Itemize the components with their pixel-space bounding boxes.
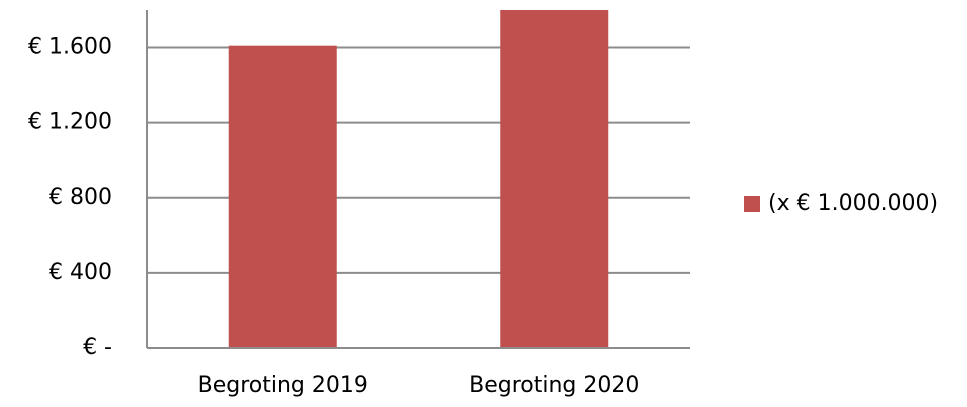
- y-tick-label: € 400: [49, 260, 112, 285]
- y-tick-label: € -: [83, 335, 112, 360]
- x-tick-label: Begroting 2019: [198, 373, 368, 398]
- x-tick-label: Begroting 2020: [469, 373, 639, 398]
- y-tick-label: € 800: [49, 185, 112, 210]
- bar: [228, 45, 337, 349]
- legend-label: (x € 1.000.000): [768, 191, 938, 216]
- y-tick-label: € 1.200: [28, 110, 112, 135]
- bar: [500, 10, 609, 348]
- y-tick-label: € 1.600: [28, 35, 112, 60]
- legend-swatch: [744, 196, 760, 212]
